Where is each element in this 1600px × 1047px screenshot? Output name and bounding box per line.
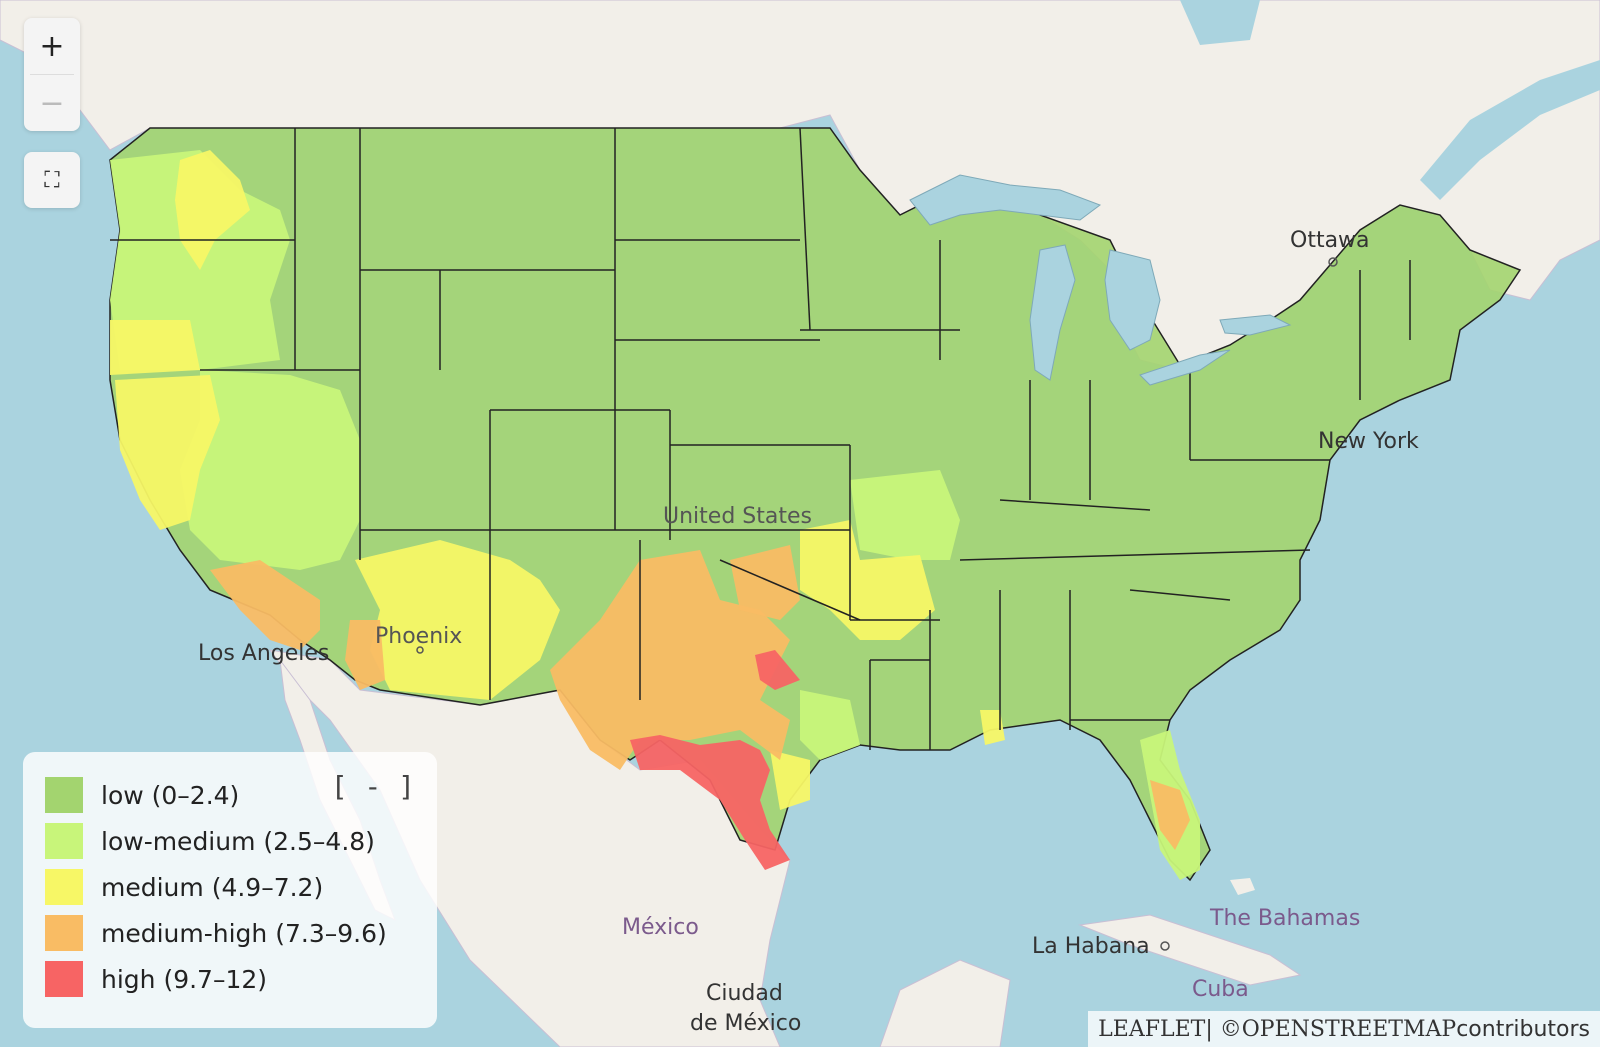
phoenix-marker xyxy=(416,646,424,654)
legend-item: low-medium (2.5–4.8) xyxy=(45,818,417,864)
label-phoenix: Phoenix xyxy=(375,624,462,649)
zoom-in-button[interactable]: + xyxy=(39,28,65,64)
lowmed-texas-east xyxy=(800,690,860,760)
legend-swatch xyxy=(45,823,83,859)
legend-label: medium (4.9–7.2) xyxy=(101,872,324,902)
legend-swatch xyxy=(45,961,83,997)
medium-arizona xyxy=(355,540,560,700)
legend-item: low (0–2.4) xyxy=(45,772,417,818)
yucatan-land xyxy=(879,959,1011,1047)
label-mexico: México xyxy=(622,915,699,940)
label-new-york: New York xyxy=(1318,429,1419,454)
legend-item: medium-high (7.3–9.6) xyxy=(45,910,417,956)
state-borders xyxy=(110,127,1411,750)
legend-label: low (0–2.4) xyxy=(101,780,240,810)
legend-panel: [ - ] low (0–2.4) low-medium (2.5–4.8) med… xyxy=(23,752,437,1028)
zoom-out-button[interactable]: − xyxy=(39,85,65,121)
legend-collapse-button[interactable]: [ - ] xyxy=(330,770,415,803)
attribution-suffix: contributors xyxy=(1456,1016,1590,1042)
lake-huron xyxy=(1104,249,1161,351)
lake-superior xyxy=(909,174,1102,226)
lake-erie xyxy=(1139,349,1231,386)
legend-label: low-medium (2.5–4.8) xyxy=(101,826,375,856)
label-de-mexico: de México xyxy=(690,1011,801,1036)
label-united-states: United States xyxy=(663,504,812,529)
zoom-control: + − xyxy=(24,18,80,131)
medhigh-oklahoma xyxy=(730,545,800,620)
lake-michigan xyxy=(1029,244,1076,381)
zoom-divider xyxy=(30,74,74,75)
medhigh-florida xyxy=(1150,780,1190,850)
label-los-angeles: Los Angeles xyxy=(198,641,329,666)
legend-item: high (9.7–12) xyxy=(45,956,417,1002)
medium-california xyxy=(115,375,220,530)
lowmed-nevada xyxy=(180,370,360,570)
fullscreen-icon: ⛶ xyxy=(44,167,60,193)
legend-items: low (0–2.4) low-medium (2.5–4.8) medium (4… xyxy=(45,772,417,1002)
label-la-habana: La Habana xyxy=(1032,934,1150,959)
medhigh-arizona-sw xyxy=(345,620,385,690)
legend-label: medium-high (7.3–9.6) xyxy=(101,918,387,948)
hudson-bay-water xyxy=(1180,0,1260,45)
medhigh-southern-california xyxy=(210,560,320,650)
attribution: LEAFLET | © OPENSTREETMAP contributors xyxy=(1088,1011,1600,1047)
legend-swatch xyxy=(45,777,83,813)
bahamas-land xyxy=(1230,878,1255,895)
legend-label: high (9.7–12) xyxy=(101,964,268,994)
medhigh-texas xyxy=(550,550,790,770)
fullscreen-button[interactable]: ⛶ xyxy=(24,152,80,208)
st-lawrence-water xyxy=(1420,60,1600,200)
legend-swatch xyxy=(45,869,83,905)
medium-oregon xyxy=(110,320,200,375)
label-ottawa: Ottawa xyxy=(1290,228,1370,253)
high-texas-central xyxy=(755,650,800,690)
la-habana-marker xyxy=(1160,941,1170,951)
cuba-land xyxy=(1078,914,1302,986)
label-bahamas: The Bahamas xyxy=(1209,906,1360,931)
osm-link[interactable]: OPENSTREETMAP xyxy=(1241,1016,1457,1042)
legend-swatch xyxy=(45,915,83,951)
leaflet-link[interactable]: LEAFLET xyxy=(1098,1016,1206,1042)
medium-alabama xyxy=(980,710,1005,745)
high-texas-south xyxy=(630,735,790,870)
label-cuba: Cuba xyxy=(1192,977,1249,1002)
medium-oklahoma xyxy=(800,520,935,640)
lowmed-kansas-arkansas xyxy=(850,470,960,560)
label-ciudad: Ciudad xyxy=(706,981,783,1006)
attribution-separator: | © xyxy=(1205,1016,1242,1042)
lake-ontario xyxy=(1219,314,1292,336)
ottawa-marker xyxy=(1328,257,1338,267)
legend-item: medium (4.9–7.2) xyxy=(45,864,417,910)
medium-texas-south xyxy=(770,750,810,810)
